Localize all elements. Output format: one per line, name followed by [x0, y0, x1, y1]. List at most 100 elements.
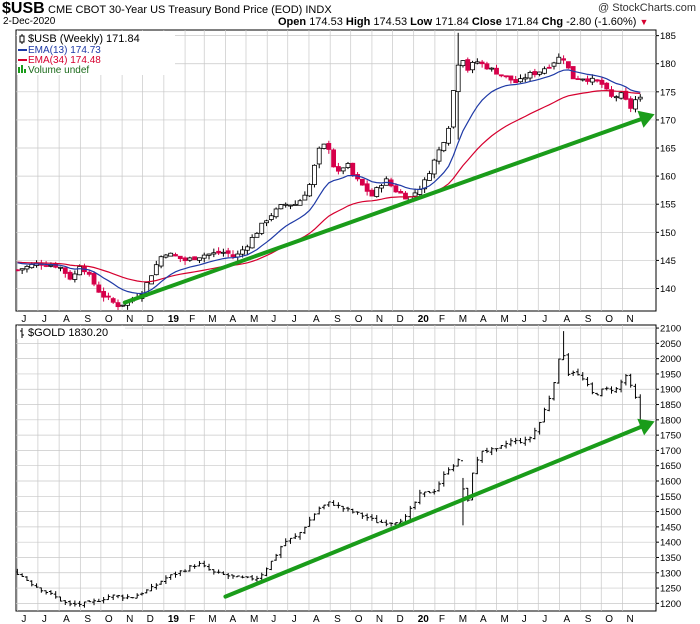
- x-tick-label: 20: [418, 614, 430, 624]
- candle-body: [580, 78, 586, 81]
- candle-body: [110, 298, 116, 303]
- y-tick-label: 170: [660, 115, 676, 126]
- candle-body: [589, 77, 595, 83]
- candle-body: [484, 63, 490, 70]
- candle-body: [249, 237, 255, 249]
- candle-body: [244, 246, 250, 251]
- candle-body: [283, 203, 289, 206]
- candle-body: [326, 143, 332, 150]
- open-label: Open: [278, 16, 307, 28]
- candle-body: [470, 62, 475, 71]
- y-tick-label: 1250: [660, 584, 681, 595]
- y-tick-label: 1900: [660, 385, 681, 396]
- candle-body: [345, 163, 351, 168]
- candle-body: [508, 75, 514, 81]
- candle-body: [359, 178, 365, 186]
- x-tick-label: A: [63, 614, 70, 624]
- candle-body: [192, 256, 198, 261]
- panel-usb-ema-lines: [17, 69, 641, 295]
- candle-body: [556, 56, 562, 64]
- panel-gold-x-axis: J J A S O N D 19 F M A M J J A S O N D 20 F M A M J J A S O N: [21, 614, 633, 624]
- candle-body: [403, 192, 408, 200]
- x-tick-label: N: [126, 614, 133, 624]
- legend-marker-candle: [19, 34, 25, 44]
- candle-body: [427, 173, 432, 181]
- panel-usb-y-axis: 140 145 150 155 160 165 170 175 180 185: [656, 31, 676, 295]
- candle-body: [374, 187, 380, 197]
- legend-usb: $USB (Weekly) 171.84: [28, 33, 140, 45]
- legend-bg: [17, 31, 175, 75]
- candle-body: [120, 304, 126, 307]
- candle-body: [570, 66, 576, 80]
- candle-body: [316, 147, 322, 165]
- candle-body: [417, 189, 423, 195]
- candle-body: [460, 60, 466, 67]
- candle-body: [585, 78, 590, 82]
- x-tick-label: M: [250, 614, 258, 624]
- candle-body: [149, 275, 154, 285]
- trendline: [223, 425, 643, 599]
- candle-body: [288, 204, 293, 207]
- y-tick-label: 140: [660, 284, 676, 295]
- x-tick-label: F: [439, 614, 445, 624]
- y-tick-label: 1300: [660, 568, 681, 579]
- ohlc-readout: Open 174.53 High 174.53 Low 171.84 Close…: [278, 16, 648, 28]
- panel-gold-y-axis: 1200 1250 1300 1350 1400 1450 1500 1550 1600 1650…: [656, 324, 681, 610]
- x-tick-label: A: [229, 314, 236, 325]
- x-tick-label: O: [105, 614, 113, 624]
- exchange: INDX: [305, 4, 332, 16]
- candle-body: [479, 61, 485, 65]
- candle-body: [604, 82, 610, 90]
- x-tick-label: D: [396, 314, 403, 325]
- x-tick-label: F: [189, 314, 195, 325]
- candle-body: [216, 250, 222, 254]
- candle-body: [637, 96, 643, 100]
- x-tick-label: M: [501, 614, 509, 624]
- candle-body: [273, 208, 279, 218]
- close-value: 171.84: [504, 16, 539, 28]
- chg-label: Chg: [541, 16, 564, 28]
- candle-body: [561, 58, 566, 61]
- candle-body: [412, 192, 418, 197]
- candle-body: [364, 183, 370, 192]
- candle-body: [450, 90, 456, 128]
- symbol: $USB: [2, 0, 45, 17]
- trendline: [122, 117, 643, 305]
- candle-body: [221, 251, 226, 254]
- candle-body: [551, 62, 557, 67]
- x-tick-label: A: [563, 314, 570, 325]
- x-tick-label: J: [42, 314, 47, 325]
- trendline-arrowhead: [637, 418, 655, 436]
- candle-body: [465, 59, 471, 71]
- candle-body: [340, 167, 346, 172]
- candle-body: [182, 257, 188, 262]
- y-tick-label: 1350: [660, 553, 681, 564]
- candle-body: [331, 149, 337, 168]
- x-tick-label: J: [522, 614, 527, 624]
- panel-usb-x-axis: J J A S O N D 19 F M A M J J A S O N D 20 F M A M J J A S O N: [21, 314, 633, 325]
- watermark: @ StockCharts.com: [598, 2, 696, 14]
- chg-value: -2.80 (-1.60%): [566, 16, 637, 28]
- x-tick-label: S: [334, 314, 341, 325]
- x-tick-label: A: [229, 614, 236, 624]
- panel-gold: 1200 1250 1300 1350 1400 1450 1500 1550 1600 1650…: [15, 324, 681, 624]
- candle-body: [29, 264, 35, 269]
- x-tick-label: J: [271, 314, 276, 325]
- candle-body: [77, 266, 83, 276]
- high-value: 174.53: [373, 16, 408, 28]
- legend-marker-bar: [20, 328, 24, 338]
- candle-body: [91, 272, 97, 285]
- y-tick-label: 1750: [660, 431, 681, 442]
- x-tick-label: A: [480, 314, 487, 325]
- candle-body: [292, 204, 298, 206]
- panel-usb-trend: [122, 110, 655, 305]
- candle-body: [67, 271, 73, 280]
- candle-body: [86, 271, 92, 275]
- y-tick-label: 2050: [660, 339, 681, 350]
- x-tick-label: O: [605, 614, 613, 624]
- candle-body: [16, 269, 20, 272]
- candle-body: [264, 220, 269, 224]
- candle-body: [197, 257, 202, 261]
- candle-body: [312, 164, 317, 185]
